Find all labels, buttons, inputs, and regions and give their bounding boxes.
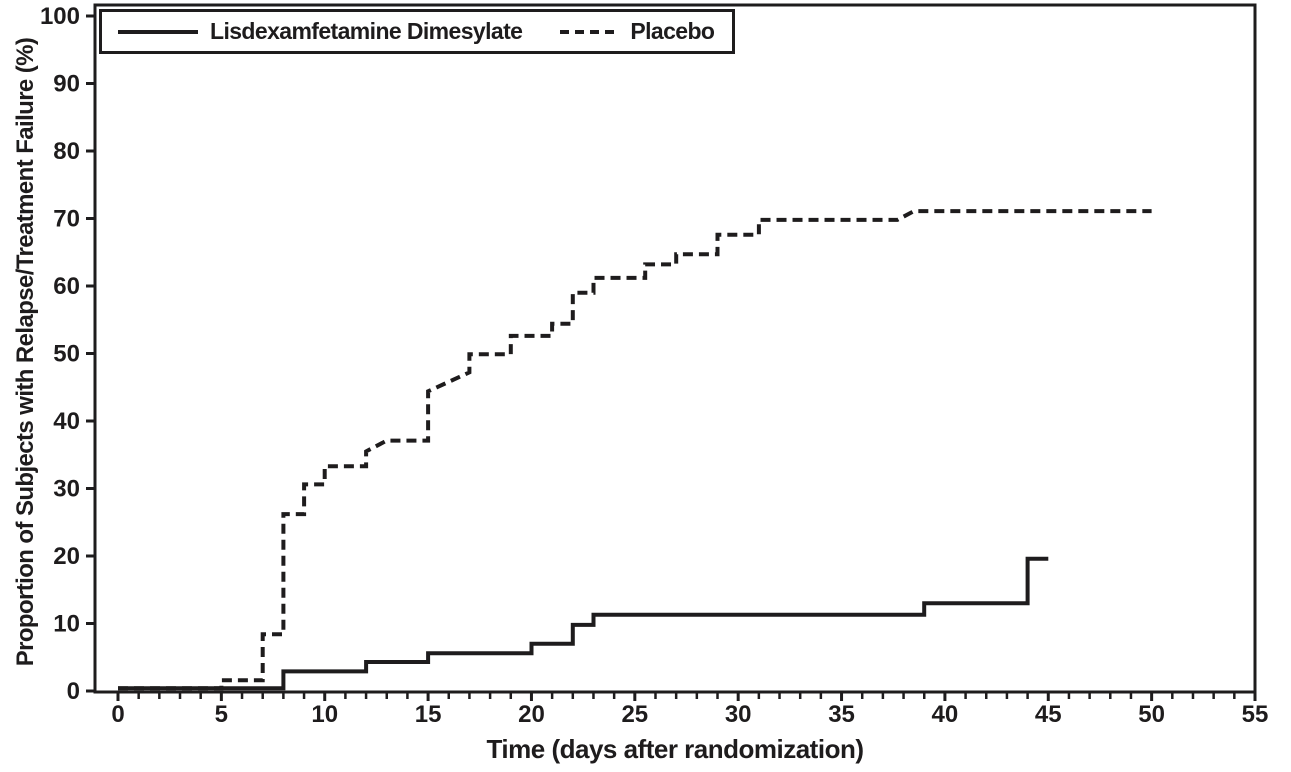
- x-tick-label: 20: [518, 701, 545, 728]
- x-tick-label: 25: [621, 701, 648, 728]
- y-tick-label: 80: [53, 138, 80, 165]
- legend-label-placebo: Placebo: [630, 18, 715, 44]
- legend-solid-line-icon: [118, 29, 198, 34]
- legend-dashed-line-icon: [560, 29, 619, 34]
- series-line-dashed: [118, 209, 1152, 691]
- y-tick-label: 20: [53, 543, 80, 570]
- x-tick-label: 30: [725, 701, 752, 728]
- y-tick-label: 0: [67, 678, 80, 705]
- y-tick-label: 40: [53, 408, 80, 435]
- x-tick-label: 0: [111, 701, 124, 728]
- y-tick-label: 90: [53, 71, 80, 98]
- x-tick-label: 15: [415, 701, 442, 728]
- y-axis-title: Proportion of Subjects with Relapse/Trea…: [12, 37, 39, 667]
- series-line-solid: [118, 556, 1049, 691]
- legend: Lisdexamfetamine Dimesylate Placebo: [99, 9, 736, 54]
- x-tick-label: 10: [311, 701, 338, 728]
- y-tick-label: 10: [53, 611, 80, 638]
- plot-frame: [93, 3, 1257, 694]
- x-tick-label: 50: [1138, 701, 1165, 728]
- y-tick-label: 60: [53, 273, 80, 300]
- x-tick-label: 35: [828, 701, 855, 728]
- y-tick-label: 70: [53, 206, 80, 233]
- x-tick-label: 55: [1242, 701, 1269, 728]
- y-tick-label: 100: [40, 3, 80, 30]
- legend-label-drug: Lisdexamfetamine Dimesylate: [210, 18, 523, 44]
- x-tick-label: 45: [1035, 701, 1062, 728]
- y-tick-label: 30: [53, 476, 80, 503]
- x-tick-label: 5: [215, 701, 228, 728]
- y-tick-label: 50: [53, 341, 80, 368]
- x-axis-title: Time (days after randomization): [486, 734, 865, 764]
- x-tick-label: 40: [932, 701, 959, 728]
